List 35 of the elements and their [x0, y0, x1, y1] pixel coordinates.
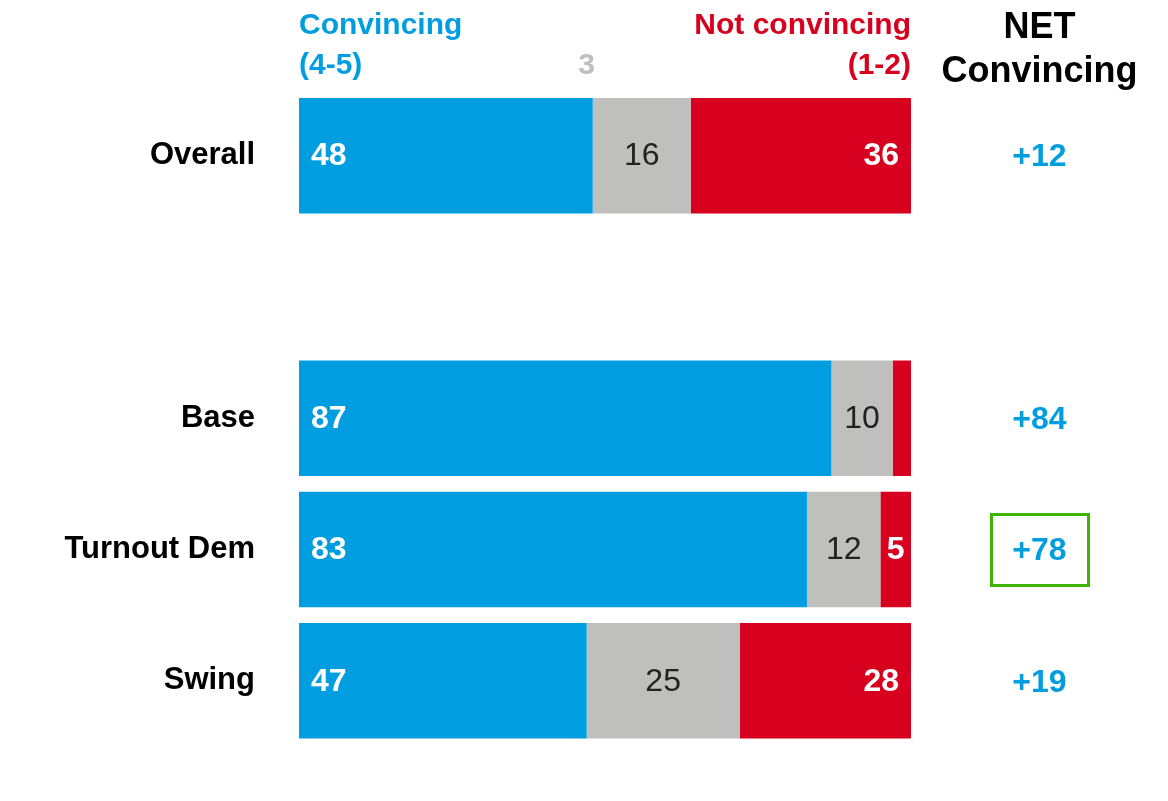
bar [880, 491, 911, 608]
bar [892, 360, 911, 476]
bar [299, 360, 832, 476]
bar [690, 97, 911, 214]
text: NET Convincing [941, 5, 1138, 90]
series-label: 3 [578, 47, 595, 80]
text: +19 [1012, 662, 1067, 699]
bar [592, 97, 691, 214]
data-label: 47 [311, 661, 347, 698]
data-label: 48 [311, 136, 347, 173]
data-label: 10 [844, 399, 880, 436]
bar [586, 623, 740, 739]
series-label: Convincing (4-5) [299, 7, 463, 80]
data-label: 5 [886, 530, 905, 567]
data-label: 36 [863, 136, 899, 173]
y-tick-label: Base [180, 398, 255, 434]
text: +84 [1012, 400, 1067, 437]
bar [299, 491, 807, 608]
data-label: 16 [623, 136, 660, 173]
data-label: 28 [863, 661, 899, 698]
text: +12 [1012, 137, 1067, 174]
data-label: 87 [311, 399, 347, 436]
y-tick-label: Swing [163, 661, 255, 697]
bar [739, 623, 911, 739]
data-label: 83 [311, 530, 347, 567]
text: +78 [1012, 531, 1067, 568]
data-label: 25 [645, 661, 681, 698]
bar [299, 97, 593, 214]
series-label: Not convincing (1-2) [694, 7, 911, 80]
y-tick-label: Turnout Dem [64, 530, 255, 566]
bar [806, 491, 881, 608]
y-tick-label: Overall [149, 136, 255, 172]
bar [299, 623, 587, 739]
bar [831, 360, 893, 476]
data-label: 12 [825, 530, 862, 567]
